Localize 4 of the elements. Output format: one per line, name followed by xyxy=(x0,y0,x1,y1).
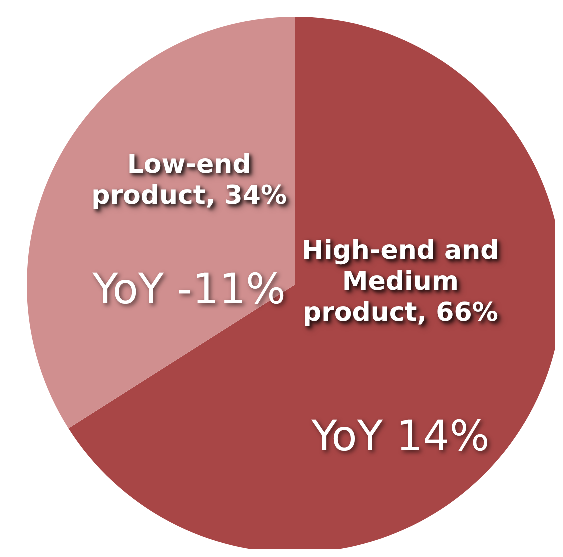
slice-label: Low-end product, 34% xyxy=(90,150,288,212)
text: YoY -11% xyxy=(92,264,286,314)
slice-label: High-end and Medium product, 66% xyxy=(301,236,500,329)
text: YoY 14% xyxy=(310,412,490,461)
